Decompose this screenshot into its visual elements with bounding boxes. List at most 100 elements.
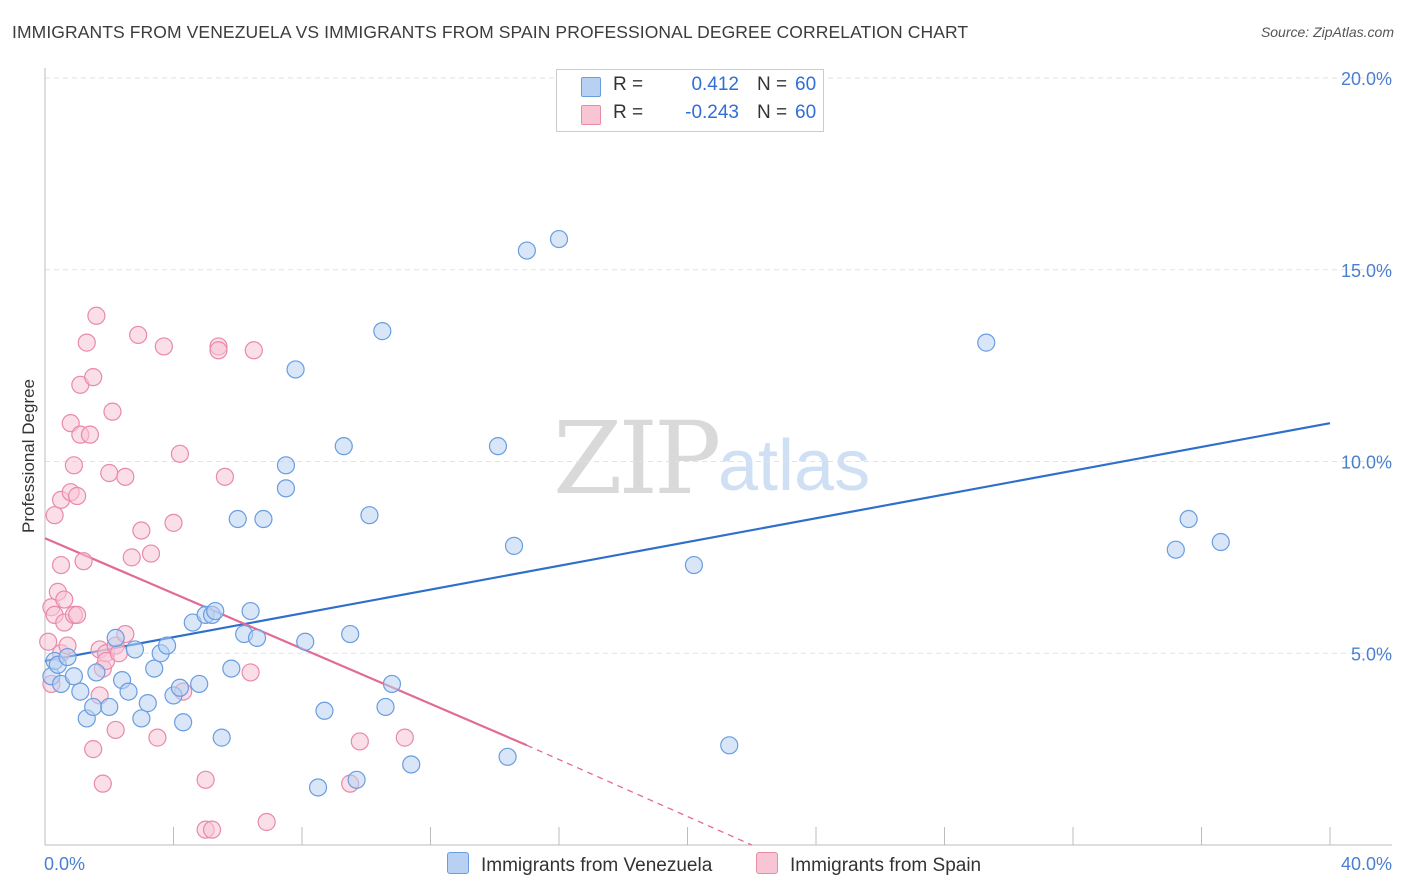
legend-r-value: 0.412 — [691, 74, 739, 95]
spain-point — [202, 820, 222, 839]
venezuela-point — [132, 709, 151, 728]
legend-swatch-spain — [581, 105, 601, 125]
spain-point — [170, 444, 190, 463]
spain-point — [109, 644, 128, 663]
trend-lines — [44, 422, 1331, 846]
spain-point — [45, 506, 64, 525]
bottom-legend-label-spain: Immigrants from Spain — [790, 855, 982, 876]
legend-swatch-venezuela — [581, 77, 601, 97]
bottom-legend-spain: Immigrants from Spain — [756, 852, 981, 877]
spain-point — [93, 774, 112, 793]
venezuela-point — [720, 736, 739, 755]
spain-point — [51, 555, 71, 575]
venezuela-point — [157, 636, 177, 655]
venezuela-point — [228, 509, 247, 529]
venezuela-point — [517, 241, 536, 260]
spain-point — [215, 467, 234, 486]
venezuela-point — [87, 663, 106, 682]
venezuela-point — [334, 437, 353, 456]
venezuela-point — [296, 632, 315, 651]
venezuela-point — [254, 509, 273, 529]
venezuela-point — [1211, 532, 1230, 552]
y-axis-label: Professional Degree — [19, 379, 38, 533]
venezuela-point — [402, 755, 421, 774]
spain-point — [100, 463, 119, 483]
bottom-legend-label-venezuela: Immigrants from Venezuela — [481, 855, 713, 876]
legend-r-value: -0.243 — [685, 102, 739, 123]
legend: R = 0.412 N = 60 R = -0.243 N = 60 — [556, 69, 824, 132]
venezuela-point — [488, 437, 508, 456]
venezuela-point — [308, 778, 328, 797]
venezuela-point — [84, 697, 103, 717]
legend-r-label: R = — [613, 102, 644, 123]
spain-point — [141, 544, 161, 563]
venezuela-point — [100, 697, 119, 717]
spain-point — [241, 663, 260, 682]
venezuela-point — [119, 682, 138, 701]
venezuela-point — [106, 628, 125, 648]
watermark-zip: ZIP — [553, 400, 721, 517]
spain-point — [257, 812, 276, 832]
venezuela-point — [174, 713, 193, 732]
spain-point — [64, 456, 84, 475]
venezuela-point — [247, 628, 267, 648]
y-tick-label: 15.0% — [1341, 261, 1392, 281]
y-tick-label: 5.0% — [1351, 644, 1392, 664]
venezuela-point — [373, 322, 392, 341]
spain-trend-line — [44, 537, 528, 747]
spain-trend-line-extension — [526, 744, 753, 846]
spain-point — [77, 333, 96, 352]
spain-point — [74, 552, 93, 571]
spain-point — [106, 720, 125, 740]
gridlines — [45, 77, 1392, 654]
venezuela-point — [206, 601, 225, 621]
legend-r-label: R = — [613, 74, 644, 95]
axes — [44, 68, 1392, 846]
spain-point — [350, 732, 369, 751]
spain-point — [209, 341, 228, 360]
spain-point — [129, 325, 148, 345]
spain-point — [87, 306, 106, 325]
spain-point — [164, 513, 183, 532]
spain-point — [132, 521, 151, 540]
spain-point — [196, 770, 215, 789]
spain-point — [84, 368, 103, 387]
spain-point — [395, 728, 414, 747]
data-points — [39, 229, 1230, 839]
spain-point — [39, 632, 58, 651]
venezuela-point — [684, 555, 704, 575]
legend-n-label: N = — [757, 102, 788, 123]
legend-n-value: 60 — [795, 74, 817, 95]
source-label: Source: ZipAtlas.com — [1260, 24, 1394, 40]
venezuela-point — [1166, 540, 1185, 559]
venezuela-trend-line — [44, 422, 1331, 663]
venezuela-point — [125, 640, 145, 659]
spain-point — [55, 590, 74, 609]
legend-n-label: N = — [757, 74, 788, 95]
x-tick-label: 40.0% — [1341, 854, 1392, 874]
bottom-legend-swatch-venezuela — [447, 852, 469, 874]
chart-title: IMMIGRANTS FROM VENEZUELA VS IMMIGRANTS … — [12, 22, 969, 42]
venezuela-point — [347, 770, 366, 789]
venezuela-point — [341, 624, 360, 644]
venezuela-point — [241, 601, 260, 621]
venezuela-point — [222, 659, 241, 678]
venezuela-point — [170, 678, 190, 697]
venezuela-point — [145, 659, 164, 678]
spain-point — [68, 486, 87, 506]
y-tick-label: 10.0% — [1341, 453, 1392, 473]
spain-point — [68, 605, 87, 625]
venezuela-point — [212, 728, 231, 747]
venezuela-point — [276, 479, 296, 498]
venezuela-point — [360, 506, 379, 525]
x-tick-label: 0.0% — [44, 854, 85, 874]
spain-point — [103, 402, 122, 421]
venezuela-point — [549, 229, 569, 249]
spain-point — [80, 425, 100, 444]
venezuela-point — [376, 697, 395, 717]
venezuela-point — [71, 682, 90, 701]
watermark-atlas: atlas — [718, 426, 871, 506]
y-tick-label: 20.0% — [1341, 69, 1392, 89]
venezuela-point — [58, 647, 77, 667]
tick-labels: 5.0% 10.0% 15.0% 20.0% 0.0% 40.0% — [44, 69, 1392, 874]
